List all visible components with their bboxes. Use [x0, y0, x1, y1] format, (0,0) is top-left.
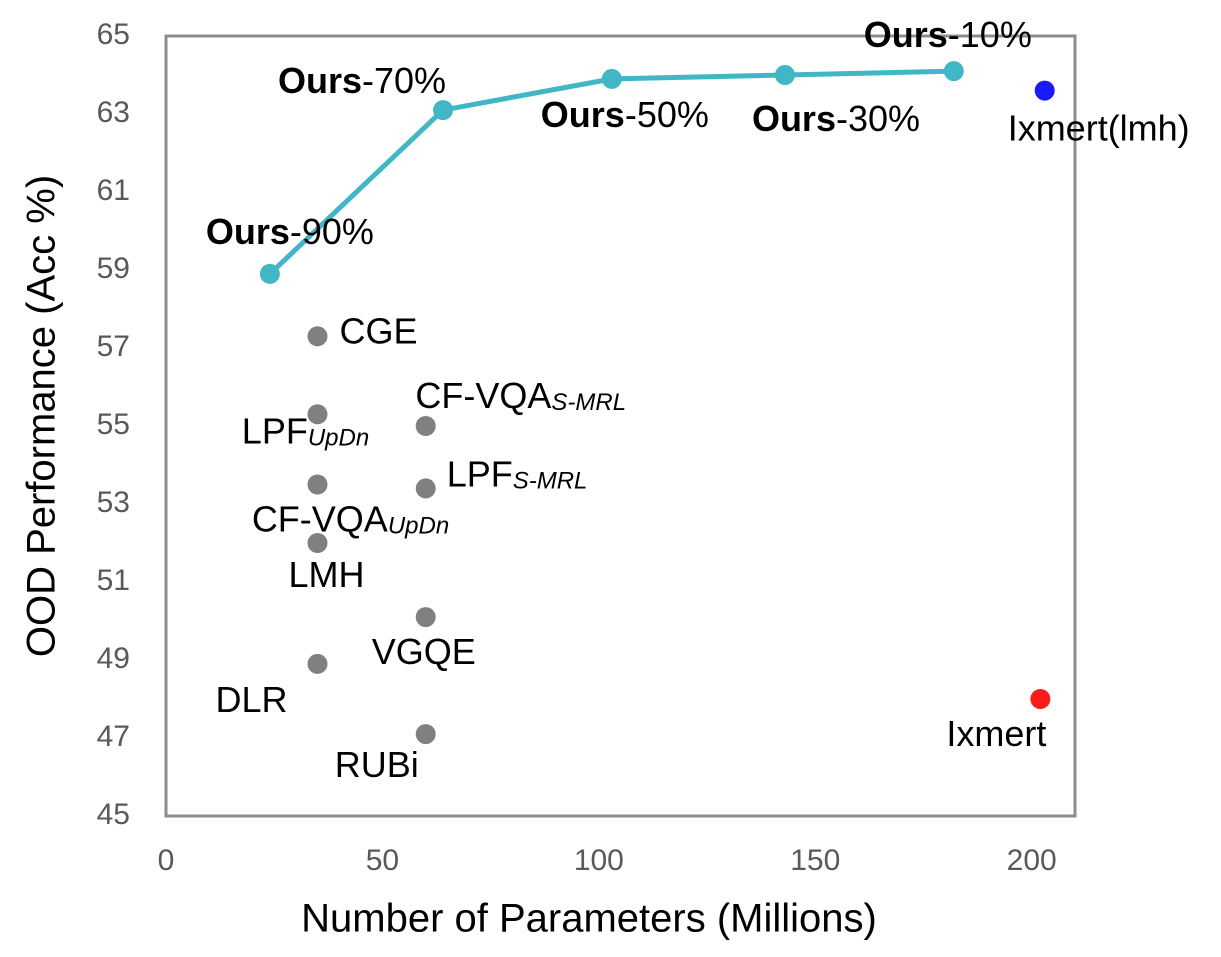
label-text: -10%	[948, 14, 1032, 55]
y-axis-title: OOD Performance (Acc %)	[20, 175, 64, 657]
label-text: CF-VQA	[252, 498, 388, 539]
point	[307, 404, 328, 425]
x-tick-label: 150	[790, 844, 840, 877]
point-label: LPFUpDn	[242, 410, 369, 452]
y-tick-label: 51	[97, 564, 130, 597]
y-tick-label: 47	[97, 720, 130, 753]
point-label: Ours-50%	[541, 93, 709, 134]
label-text: LMH	[288, 554, 364, 595]
point-label: CF-VQAS-MRL	[415, 375, 626, 417]
point	[774, 65, 795, 85]
x-tick-label: 0	[158, 844, 175, 877]
label-sub: UpDn	[388, 513, 449, 540]
point-label: Ixmert	[946, 713, 1046, 754]
label-text: CGE	[340, 310, 418, 351]
point-label: RUBi	[335, 744, 419, 785]
y-tick-label: 53	[97, 486, 130, 519]
x-tick-label: 100	[574, 844, 624, 877]
label-text: LPF	[242, 410, 308, 451]
label-text: -50%	[625, 93, 709, 134]
label-bold: Ours	[541, 93, 625, 134]
point	[415, 724, 436, 745]
point-label: LPFS-MRL	[447, 453, 588, 495]
y-tick-label: 65	[97, 18, 130, 51]
label-text: LPF	[447, 453, 513, 494]
label-text: -90%	[290, 210, 374, 251]
y-tick-label: 61	[97, 174, 130, 207]
point	[1030, 689, 1051, 709]
label-text: Ixmert(lmh)	[1008, 107, 1190, 148]
point-label: VGQE	[372, 631, 476, 672]
y-tick-label: 55	[97, 408, 130, 441]
x-tick-label: 50	[366, 844, 399, 877]
point-label: Ixmert(lmh)	[1008, 107, 1190, 148]
point-label: Ours-90%	[206, 210, 374, 251]
label-sub: S-MRL	[513, 468, 588, 495]
y-tick-label: 63	[97, 96, 130, 129]
x-axis-title: Number of Parameters (Millions)	[301, 897, 877, 941]
label-bold: Ours	[864, 14, 948, 55]
y-tick-label: 59	[97, 252, 130, 285]
point	[943, 61, 964, 82]
point-label: Ours-10%	[864, 14, 1032, 55]
point	[307, 653, 328, 674]
point	[307, 474, 328, 495]
point-label: CF-VQAUpDn	[252, 498, 449, 540]
y-tick-label: 57	[97, 330, 130, 363]
point	[307, 533, 328, 553]
label-text: -70%	[362, 60, 446, 101]
label-sub: S-MRL	[551, 389, 626, 416]
label-text: VGQE	[372, 631, 476, 672]
point-label: LMH	[288, 554, 364, 595]
label-text: -30%	[836, 98, 920, 139]
point	[307, 326, 328, 347]
label-bold: Ours	[278, 60, 362, 101]
label-bold: Ours	[206, 210, 290, 251]
y-tick-label: 45	[97, 798, 130, 831]
label-text: RUBi	[335, 744, 419, 785]
y-tick-label: 49	[97, 642, 130, 675]
point-label: Ours-70%	[278, 60, 446, 101]
point-label: DLR	[215, 678, 287, 719]
plot-frame	[164, 34, 1077, 818]
point	[601, 68, 622, 89]
label-text: CF-VQA	[415, 375, 551, 416]
point	[415, 607, 436, 628]
point-label: Ours-30%	[752, 98, 920, 139]
point	[1034, 80, 1055, 101]
point	[433, 100, 454, 121]
label-sub: UpDn	[308, 425, 369, 452]
point	[259, 263, 280, 284]
point	[415, 416, 436, 436]
x-tick-label: 200	[1007, 844, 1057, 877]
point-label: CGE	[340, 310, 418, 351]
label-bold: Ours	[752, 98, 836, 139]
label-text: Ixmert	[946, 713, 1046, 754]
point	[415, 478, 436, 499]
label-text: DLR	[215, 678, 287, 719]
